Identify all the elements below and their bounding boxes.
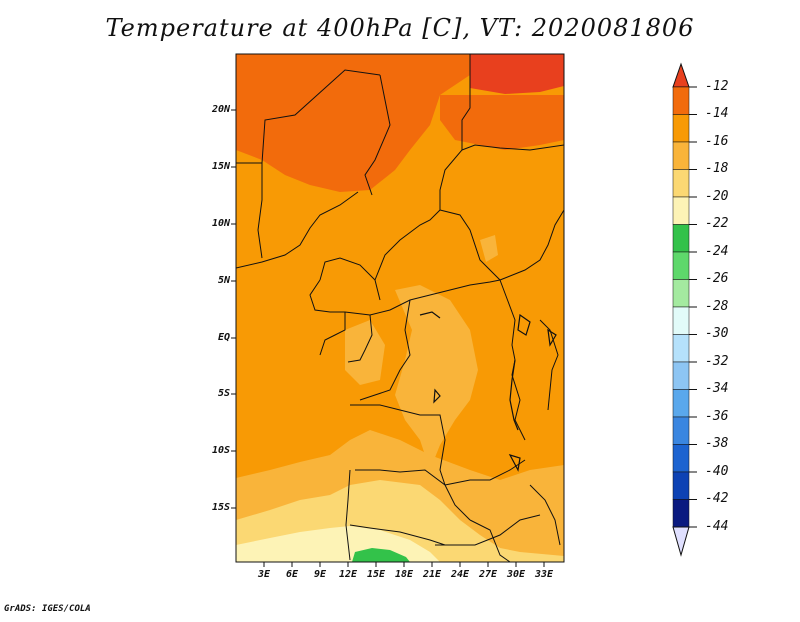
- colorbar-top-arrow: [672, 62, 690, 88]
- colorbar-cell-9: [672, 306, 690, 335]
- colorbar-cell-7: [672, 251, 690, 280]
- lat-ticks: [231, 109, 236, 509]
- colorbar-cell-16: [672, 499, 690, 528]
- lon-label-3e: 3E: [257, 569, 271, 580]
- colorbar-cell-6: [672, 224, 690, 253]
- temperature-field: [236, 54, 564, 562]
- lon-ticks: [263, 562, 545, 567]
- colorbar-label-m42: -42: [705, 491, 729, 506]
- lon-label-30e: 30E: [506, 569, 526, 580]
- field-m14-m12-north: [236, 54, 470, 192]
- colorbar-label-m38: -38: [705, 436, 729, 451]
- lake-outlines: [419, 311, 557, 472]
- country-borders: [236, 54, 564, 562]
- field-m18-m16-gabon: [345, 320, 385, 385]
- lon-label-15e: 15E: [366, 569, 386, 580]
- lon-label-6e: 6E: [285, 569, 299, 580]
- field-m12-warmest: [470, 54, 564, 94]
- chart-title: Temperature at 400hPa [C], VT: 202008180…: [105, 14, 695, 42]
- colorbar-label-m44: -44: [705, 519, 729, 534]
- lon-label-18e: 18E: [394, 569, 414, 580]
- lat-label-5s: 5S: [217, 388, 230, 399]
- colorbar-label-m30: -30: [705, 326, 729, 341]
- field-m18-m16-small: [480, 235, 498, 262]
- colorbar-cell-2: [672, 114, 690, 143]
- colorbar-cell-14: [672, 444, 690, 473]
- lon-label-12e: 12E: [338, 569, 358, 580]
- grads-credit: GrADS: IGES/COLA: [4, 604, 91, 614]
- colorbar-label-m22: -22: [705, 216, 729, 231]
- colorbar-label-m18: -18: [705, 161, 729, 176]
- colorbar-label-m32: -32: [705, 354, 729, 369]
- colorbar: [672, 62, 697, 557]
- lat-label-eq: EQ: [217, 332, 230, 343]
- lon-label-27e: 27E: [478, 569, 498, 580]
- lon-label-21e: 21E: [422, 569, 442, 580]
- colorbar-label-m26: -26: [705, 271, 729, 286]
- colorbar-label-m34: -34: [705, 381, 729, 396]
- colorbar-label-m36: -36: [705, 409, 729, 424]
- colorbar-cell-8: [672, 279, 690, 308]
- field-green-patch: [352, 548, 410, 562]
- colorbar-label-m20: -20: [705, 189, 729, 204]
- lat-label-10s: 10S: [211, 445, 230, 456]
- colorbar-label-m28: -28: [705, 299, 729, 314]
- colorbar-label-m40: -40: [705, 464, 729, 479]
- colorbar-label-m14: -14: [705, 106, 729, 121]
- colorbar-cell-5: [672, 196, 690, 225]
- colorbar-cell-11: [672, 361, 690, 390]
- lat-label-10n: 10N: [211, 218, 230, 229]
- colorbar-cell-12: [672, 389, 690, 418]
- field-m14-m12-northeast: [440, 95, 564, 150]
- lon-label-9e: 9E: [313, 569, 327, 580]
- lon-label-33e: 33E: [534, 569, 554, 580]
- colorbar-cell-4: [672, 169, 690, 198]
- colorbar-cell-1: [672, 86, 690, 115]
- lon-label-24e: 24E: [450, 569, 470, 580]
- map-frame: [235, 53, 565, 563]
- lat-label-20n: 20N: [211, 104, 230, 115]
- colorbar-cell-15: [672, 471, 690, 500]
- lat-label-15s: 15S: [211, 502, 230, 513]
- lat-label-15n: 15N: [211, 161, 230, 172]
- colorbar-cell-13: [672, 416, 690, 445]
- colorbar-cell-10: [672, 334, 690, 363]
- lat-label-5n: 5N: [217, 275, 230, 286]
- field-m18-m16-congo: [395, 285, 478, 470]
- colorbar-cell-3: [672, 141, 690, 170]
- colorbar-label-m24: -24: [705, 244, 729, 259]
- colorbar-bottom-arrow: [672, 526, 690, 557]
- colorbar-label-m16: -16: [705, 134, 729, 149]
- colorbar-label-m12: -12: [705, 79, 729, 94]
